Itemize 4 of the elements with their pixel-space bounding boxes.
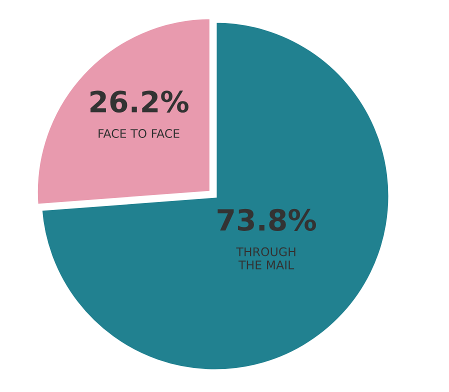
slice-label: THROUGH THE MAIL	[236, 247, 296, 270]
slice-label: FACE TO FACE	[98, 129, 180, 138]
data-label: 26.2%	[90, 90, 188, 113]
data-label: 73.8%	[218, 208, 316, 231]
